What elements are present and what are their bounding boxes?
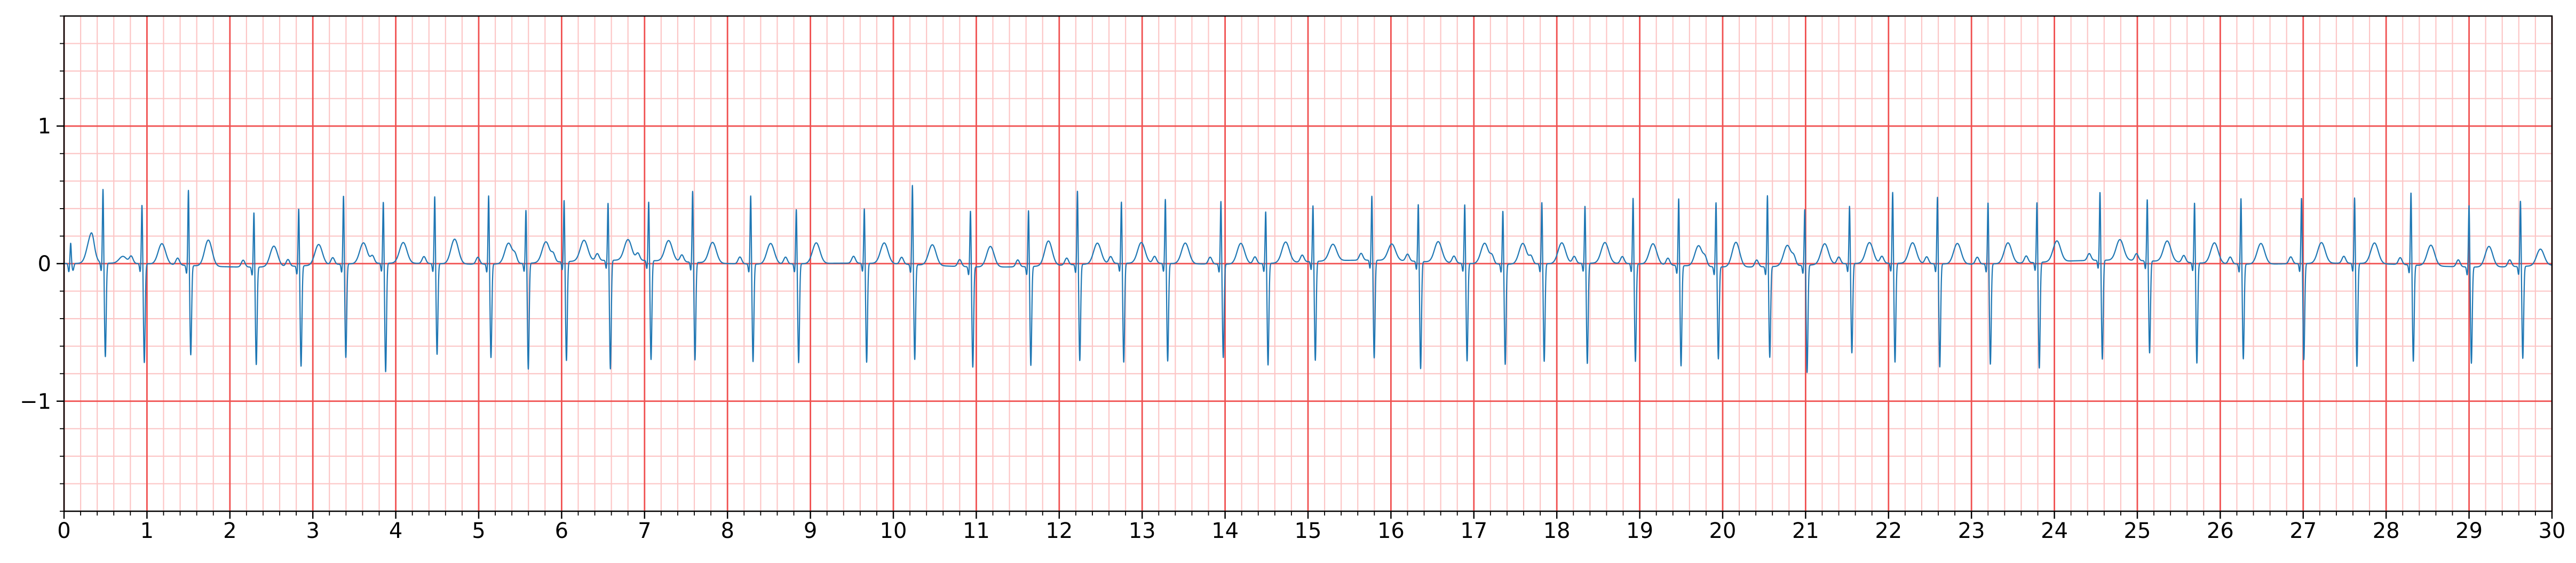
x-tick-label: 3: [306, 519, 319, 543]
x-tick-label: 2: [223, 519, 236, 543]
ecg-series: [64, 185, 2553, 373]
x-tick-label: 13: [1129, 519, 1156, 543]
x-tick-label: 24: [2041, 519, 2068, 543]
y-tick-label: 0: [38, 252, 51, 276]
x-tick-label: 28: [2373, 519, 2400, 543]
x-tick-label: 21: [1792, 519, 1819, 543]
x-axis: 0 1 2 3 4 5 6 7 8 9 10 11 12 13 14 15 16 17 18 19 20 21 22 23 24…: [57, 511, 2565, 543]
x-tick-label: 8: [720, 519, 734, 543]
x-tick-label: 10: [880, 519, 907, 543]
x-tick-label: 16: [1377, 519, 1405, 543]
x-tick-label: 22: [1875, 519, 1902, 543]
x-tick-label: 20: [1709, 519, 1737, 543]
x-tick-label: 15: [1295, 519, 1322, 543]
x-tick-label: 29: [2455, 519, 2483, 543]
x-tick-label: 26: [2207, 519, 2234, 543]
x-tick-label: 5: [472, 519, 485, 543]
x-tick-label: 14: [1211, 519, 1239, 543]
y-tick-label: −1: [20, 390, 51, 414]
x-tick-label: 23: [1958, 519, 1985, 543]
x-tick-label: 0: [57, 519, 70, 543]
x-tick-label: 1: [140, 519, 154, 543]
x-tick-label: 25: [2124, 519, 2151, 543]
ecg-trace-line: [64, 185, 2553, 373]
x-tick-label: 17: [1460, 519, 1487, 543]
x-tick-label: 6: [555, 519, 568, 543]
x-tick-label: 19: [1626, 519, 1653, 543]
x-tick-label: 7: [638, 519, 651, 543]
x-tick-label: 11: [963, 519, 990, 543]
x-tick-label: 27: [2289, 519, 2317, 543]
x-tick-label: 9: [804, 519, 817, 543]
x-tick-label: 18: [1543, 519, 1571, 543]
y-tick-label: 1: [38, 114, 51, 139]
x-tick-label: 12: [1045, 519, 1073, 543]
x-tick-label: 30: [2539, 519, 2566, 543]
y-axis: −1 0 1: [20, 15, 64, 512]
x-tick-label: 4: [389, 519, 402, 543]
